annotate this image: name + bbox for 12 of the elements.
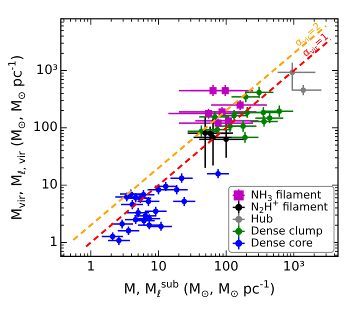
x-tick-label: 100 <box>214 260 239 275</box>
text: Mvir, Mℓ, vir (M⊙, M⊙ pc-1) <box>7 54 28 220</box>
legend-label: Dense clump <box>250 224 323 238</box>
y-tick-label: 1 <box>50 234 58 250</box>
y-tick-label: 10 <box>41 177 58 192</box>
x-tick-label: 10 <box>150 260 167 275</box>
x-tick-label: 1 <box>86 260 95 275</box>
legend-label: Dense core <box>250 236 313 250</box>
y-tick-label: 10³ <box>36 62 58 78</box>
y-tick-label: 100 <box>32 120 58 136</box>
legend-label: Hub <box>250 212 273 226</box>
x-tick-label: 10³ <box>282 260 305 275</box>
